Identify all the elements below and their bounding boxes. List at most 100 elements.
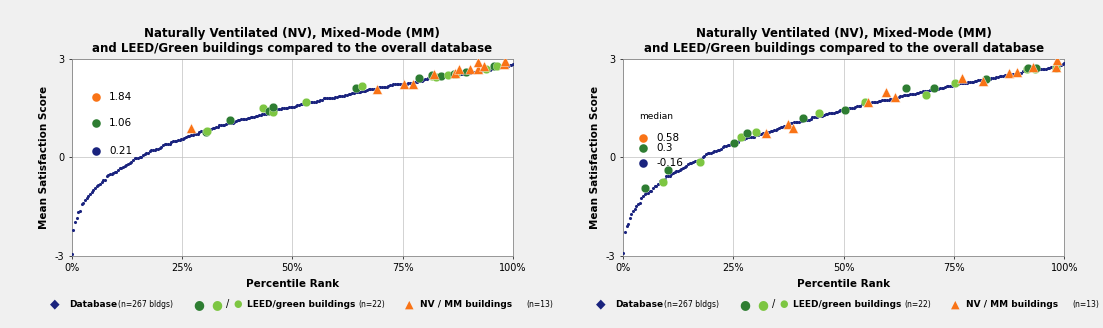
Point [422,75,440,81]
Point [395,81,413,87]
Point [858,101,876,106]
Point [1047,64,1064,69]
Point [399,81,417,86]
Point [325,95,343,100]
Point [154,143,172,148]
Point [268,107,286,112]
Point [852,103,869,109]
Point [207,124,225,129]
Point [118,163,136,168]
Point [802,116,820,122]
Point [870,99,888,104]
Point [1013,71,1030,76]
Point [139,150,157,155]
Point [893,93,911,99]
Point [499,63,516,68]
Point [126,155,143,161]
Point [885,96,902,101]
Point [643,189,661,194]
Point [78,195,96,201]
Point [322,95,340,101]
Y-axis label: Mean Satisfaction Score: Mean Satisfaction Score [39,86,49,229]
Point [446,71,463,76]
Point [750,132,768,137]
Point [501,63,518,68]
Point [779,123,796,128]
Point [898,92,915,98]
Point [289,103,307,108]
Point [765,128,783,133]
Point [634,136,652,141]
Point [495,64,513,69]
Point [854,102,871,107]
Point [389,82,407,87]
Text: ▲: ▲ [405,299,414,309]
Point [271,106,289,111]
Point [386,82,404,87]
Point [138,151,156,156]
Point [1006,72,1024,77]
Point [733,136,751,142]
Point [352,89,370,94]
Point [917,89,934,94]
Point [664,170,682,175]
Point [408,80,426,85]
Point [164,139,182,144]
Point [237,116,255,121]
Point [714,144,731,149]
Point [681,161,698,166]
Point [185,131,203,136]
Point [227,119,245,124]
Point [709,148,727,153]
Point [1037,66,1054,71]
Point [696,154,714,159]
Point [98,174,116,179]
Point [838,106,856,112]
Point [472,69,490,74]
Point [979,76,997,81]
Point [910,91,928,96]
Point [424,72,441,77]
Point [946,80,964,86]
Point [657,174,675,179]
Point [317,96,334,101]
Point [1024,68,1041,73]
Point [418,76,436,81]
Point [68,215,86,220]
Point [749,132,767,137]
Text: median: median [639,113,673,121]
Point [204,126,222,131]
Point [73,201,90,206]
Point [775,123,793,129]
Point [767,127,784,133]
Point [794,115,812,120]
Point [857,101,875,107]
Point [951,81,968,86]
Point [131,155,149,160]
Point [953,80,971,86]
Point [87,94,105,100]
Point [109,167,127,172]
Point [426,75,443,81]
Point [141,149,159,154]
Point [152,145,170,150]
Point [779,121,796,127]
Point [777,123,794,129]
Point [425,75,442,81]
Point [132,154,150,160]
Point [101,172,119,177]
Point [464,70,482,75]
Point [144,147,162,153]
Point [497,63,515,69]
Point [441,73,459,78]
Point [129,155,147,160]
Point [977,76,995,81]
Point [895,92,912,98]
Point [244,114,261,120]
Point [918,92,935,98]
Point [340,92,357,97]
Point [234,116,251,121]
Point [981,76,998,81]
Point [250,113,268,118]
Point [943,83,961,88]
